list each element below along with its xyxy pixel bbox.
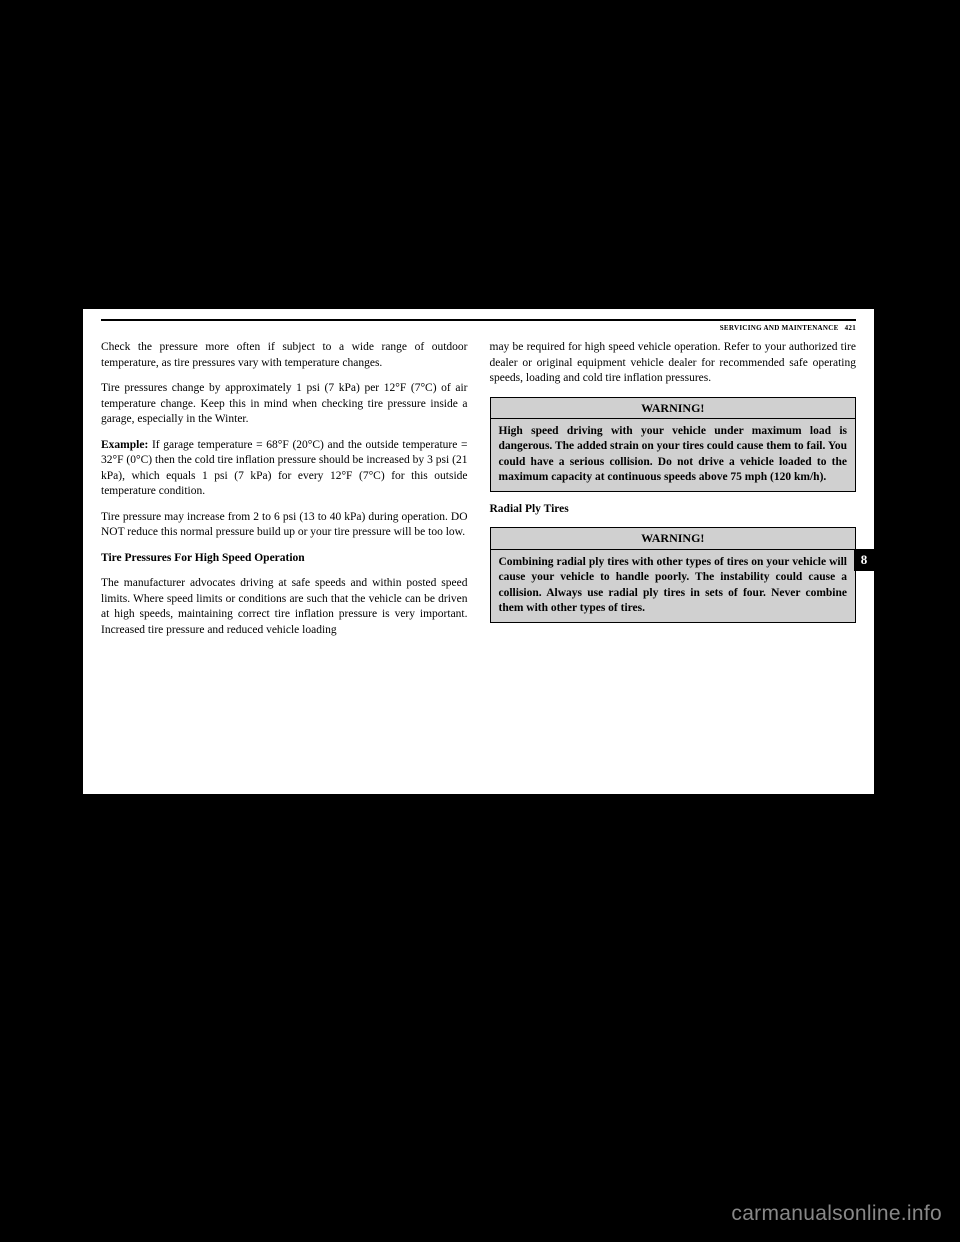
warning-box: WARNING! Combining radial ply tires with… xyxy=(490,527,857,622)
warning-body: High speed driving with your vehicle und… xyxy=(491,419,856,491)
left-column: Check the pressure more often if subject… xyxy=(101,340,468,648)
paragraph: may be required for high speed vehicle o… xyxy=(490,340,857,387)
paragraph: Tire pressures change by approximately 1… xyxy=(101,381,468,428)
paragraph: Example: If garage temperature = 68°F (2… xyxy=(101,438,468,500)
paragraph: Check the pressure more often if subject… xyxy=(101,340,468,371)
warning-title: WARNING! xyxy=(491,528,856,549)
page-number: 421 xyxy=(845,324,856,332)
watermark: carmanualsonline.info xyxy=(731,1202,942,1226)
section-title: SERVICING AND MAINTENANCE xyxy=(720,324,839,332)
subheading: Tire Pressures For High Speed Operation xyxy=(101,551,468,567)
example-text: If garage temperature = 68°F (20°C) and … xyxy=(101,439,468,498)
section-tab: 8 xyxy=(854,549,874,571)
page-header: SERVICING AND MAINTENANCE 421 xyxy=(101,324,856,332)
warning-body: Combining radial ply tires with other ty… xyxy=(491,550,856,622)
right-column: may be required for high speed vehicle o… xyxy=(490,340,857,648)
example-label: Example: xyxy=(101,439,148,451)
content-columns: Check the pressure more often if subject… xyxy=(101,340,856,648)
paragraph: The manufacturer advocates driving at sa… xyxy=(101,576,468,638)
warning-box: WARNING! High speed driving with your ve… xyxy=(490,397,857,492)
header-rule xyxy=(101,319,856,321)
warning-title: WARNING! xyxy=(491,398,856,419)
manual-page: SERVICING AND MAINTENANCE 421 Check the … xyxy=(83,309,874,794)
subheading: Radial Ply Tires xyxy=(490,502,857,518)
paragraph: Tire pressure may increase from 2 to 6 p… xyxy=(101,510,468,541)
